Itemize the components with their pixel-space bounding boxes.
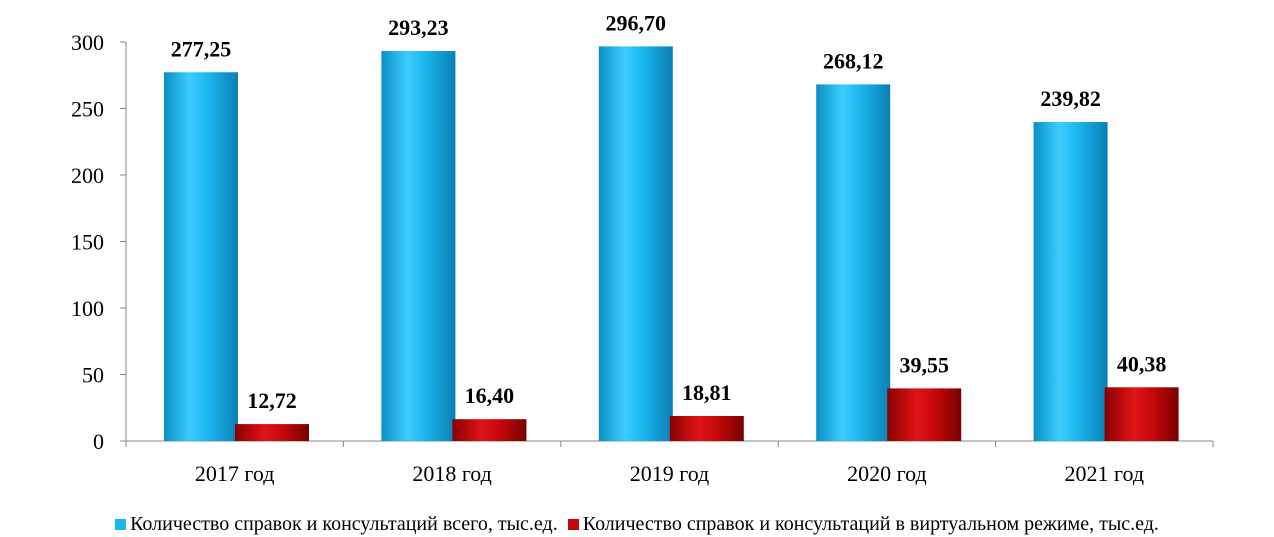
bar-total-0 [164,72,238,441]
bar-virtual-2 [669,415,744,441]
y-tick-label: 300 [71,30,104,55]
legend-label-virtual: Количество справок и консультаций в вирт… [582,512,1159,535]
labels: 277,25 293,23 296,70 268,12 239,82 12,72 16,40… [171,10,1167,413]
x-tick-label: 2021 год [1065,461,1145,486]
y-tick-label: 250 [71,97,104,122]
data-label-virtual-0: 12,72 [247,388,297,413]
legend: Количество справок и консультаций всего,… [0,512,1274,536]
bar-virtual-1 [452,419,527,441]
x-tick-label: 2020 год [847,461,927,486]
bar-total-4 [1033,122,1108,441]
legend-entry-total: Количество справок и консультаций всего,… [115,512,558,536]
legend-swatch-total [115,518,127,530]
y-tick-label: 150 [71,230,104,255]
bar-total-1 [381,51,456,442]
data-label-total-1: 293,23 [388,15,449,40]
data-label-total-4: 239,82 [1040,86,1101,111]
y-tick-label: 50 [82,363,104,388]
bar-virtual-0 [235,424,309,441]
axes: 0 50 100 150 200 250 300 2017 год 2018 год 2019 г… [71,30,1214,486]
legend-entry-virtual: Количество справок и консультаций в вирт… [567,512,1159,536]
y-tick-label: 100 [71,296,104,321]
bar-virtual-3 [887,388,962,441]
bar-total-2 [598,46,673,441]
bar-total-3 [816,84,891,442]
data-label-total-0: 277,25 [171,36,232,61]
data-label-virtual-1: 16,40 [465,383,515,408]
y-tick-label: 0 [93,429,104,454]
x-tick-label: 2017 год [195,461,275,486]
legend-swatch-virtual [567,518,579,530]
x-tick-label: 2019 год [630,461,710,486]
data-label-total-3: 268,12 [823,48,884,73]
x-tick-label: 2018 год [412,461,492,486]
legend-label-total: Количество справок и консультаций всего,… [130,512,558,535]
data-label-total-2: 296,70 [606,10,667,35]
data-label-virtual-4: 40,38 [1117,351,1167,376]
y-tick-label: 200 [71,163,104,188]
bar-virtual-4 [1104,387,1179,441]
bars [164,46,1179,442]
data-label-virtual-3: 39,55 [899,352,949,377]
data-label-virtual-2: 18,81 [682,380,732,405]
